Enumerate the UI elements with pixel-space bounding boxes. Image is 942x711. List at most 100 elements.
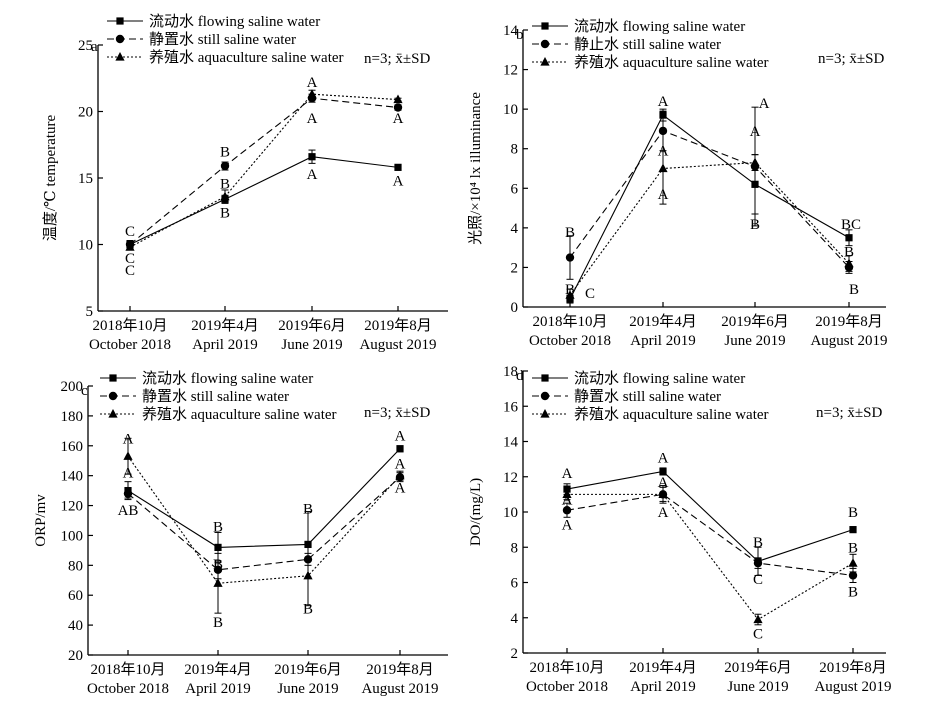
data-point — [753, 614, 763, 624]
significance-letter: A — [562, 493, 573, 509]
x-tick-label-en: October 2018 — [529, 333, 611, 349]
data-point — [123, 489, 133, 498]
significance-letter: A — [750, 124, 761, 140]
data-point — [220, 161, 230, 171]
legend-label: 静置水 still saline water — [142, 388, 289, 405]
panel-letter: c — [81, 383, 88, 399]
significance-letter: B — [753, 535, 763, 551]
data-point — [753, 558, 763, 568]
x-tick-label-cn: 2019年6月 — [724, 659, 792, 676]
y-tick-label: 6 — [511, 181, 519, 197]
data-point — [394, 163, 402, 171]
legend-label: 静止水 still saline water — [574, 36, 721, 53]
data-point — [565, 290, 575, 299]
legend-marker — [541, 22, 549, 30]
stat-note: n=3; x̄±SD — [818, 51, 884, 67]
data-point — [396, 445, 404, 453]
legend-marker — [541, 374, 549, 382]
x-tick-label-cn: 2019年4月 — [629, 313, 697, 330]
panel-c: 20 40 60 80 100 120 140 160 180 200 2018年10月 Octobe… — [33, 370, 448, 697]
data-point — [393, 103, 403, 112]
panel-letter: d — [516, 368, 524, 384]
y-tick-label: 180 — [61, 409, 84, 425]
legend-marker — [540, 39, 550, 49]
significance-letter: BC — [841, 217, 861, 233]
significance-letter: B — [849, 282, 859, 298]
series-line — [127, 455, 401, 584]
legend-label: 养殖水 aquaculture saline water — [142, 406, 337, 423]
significance-letter: A — [562, 466, 573, 482]
significance-letter: A — [307, 75, 318, 91]
significance-letter: A — [658, 475, 669, 491]
significance-letter: B — [220, 144, 230, 160]
panel-a: 5 10 15 20 25 2018年10月 October 2018 2019年4月 Apri… — [42, 13, 448, 353]
data-point — [303, 570, 313, 580]
legend-label: 养殖水 aquaculture saline water — [574, 406, 769, 423]
data-point — [844, 258, 854, 268]
data-point — [304, 540, 312, 549]
series-line — [566, 470, 854, 562]
significance-letter: B — [303, 602, 313, 618]
significance-letter: B — [848, 505, 858, 521]
y-tick-label: 14 — [503, 23, 519, 39]
y-tick-label: 8 — [511, 540, 519, 556]
data-point — [308, 153, 316, 161]
legend-label: 流动水 flowing saline water — [574, 370, 745, 387]
x-tick-label-en: August 2019 — [361, 681, 438, 697]
x-tick-label-en: October 2018 — [526, 679, 608, 695]
y-tick-label: 140 — [61, 469, 84, 485]
significance-letter: B — [848, 584, 858, 600]
significance-letter: C — [585, 286, 595, 302]
y-tick-label: 10 — [78, 238, 93, 254]
y-tick-label: 12 — [503, 63, 518, 79]
y-tick-label: 18 — [503, 364, 518, 380]
y-tick-label: 4 — [511, 221, 519, 237]
y-tick-label: 100 — [61, 528, 84, 544]
x-tick-label-cn: 2019年8月 — [364, 317, 432, 334]
y-tick-label: 2 — [511, 646, 519, 662]
y-tick-label: 160 — [61, 439, 84, 455]
y-tick-label: 20 — [68, 648, 83, 664]
data-point — [845, 234, 853, 242]
stat-note: n=3; x̄±SD — [364, 405, 430, 421]
x-tick-label-cn: 2018年10月 — [92, 317, 167, 334]
series-line — [129, 93, 399, 248]
significance-letter: B — [213, 615, 223, 631]
significance-letter: AB — [118, 503, 139, 519]
series-triangle: A B A — [123, 431, 406, 631]
data-point — [562, 506, 572, 515]
legend-label: 流动水 flowing saline water — [574, 18, 745, 35]
legend-marker — [108, 391, 118, 401]
significance-letter: C — [753, 627, 763, 643]
legend-label: 流动水 flowing saline water — [142, 370, 313, 387]
data-point — [123, 451, 133, 460]
significance-letter: B — [303, 502, 313, 518]
x-tick-label-en: October 2018 — [87, 681, 169, 697]
legend-marker — [540, 57, 550, 66]
x-tick-label-cn: 2018年10月 — [532, 313, 607, 330]
legend-label: 静置水 still saline water — [574, 388, 721, 405]
x-tick-label-cn: 2019年8月 — [366, 661, 434, 678]
data-point — [213, 578, 223, 587]
x-tick-label-en: June 2019 — [724, 333, 785, 349]
panel-letter: b — [516, 27, 524, 43]
legend-marker — [108, 409, 118, 418]
x-tick-label-cn: 2018年10月 — [529, 659, 604, 676]
significance-letter: C — [125, 263, 135, 279]
x-tick-label-en: April 2019 — [185, 681, 250, 697]
x-tick-label-cn: 2019年8月 — [815, 313, 883, 330]
legend-label: 静置水 still saline water — [149, 31, 296, 48]
y-tick-label: 10 — [503, 505, 518, 521]
data-point — [562, 489, 572, 498]
data-point — [659, 467, 667, 476]
significance-letter: C — [753, 572, 763, 588]
significance-letter: A — [562, 517, 573, 533]
significance-letter: A — [759, 96, 770, 112]
significance-letter: C — [125, 224, 135, 240]
series-triangle: B A A B — [565, 124, 859, 302]
legend-marker — [109, 374, 117, 382]
